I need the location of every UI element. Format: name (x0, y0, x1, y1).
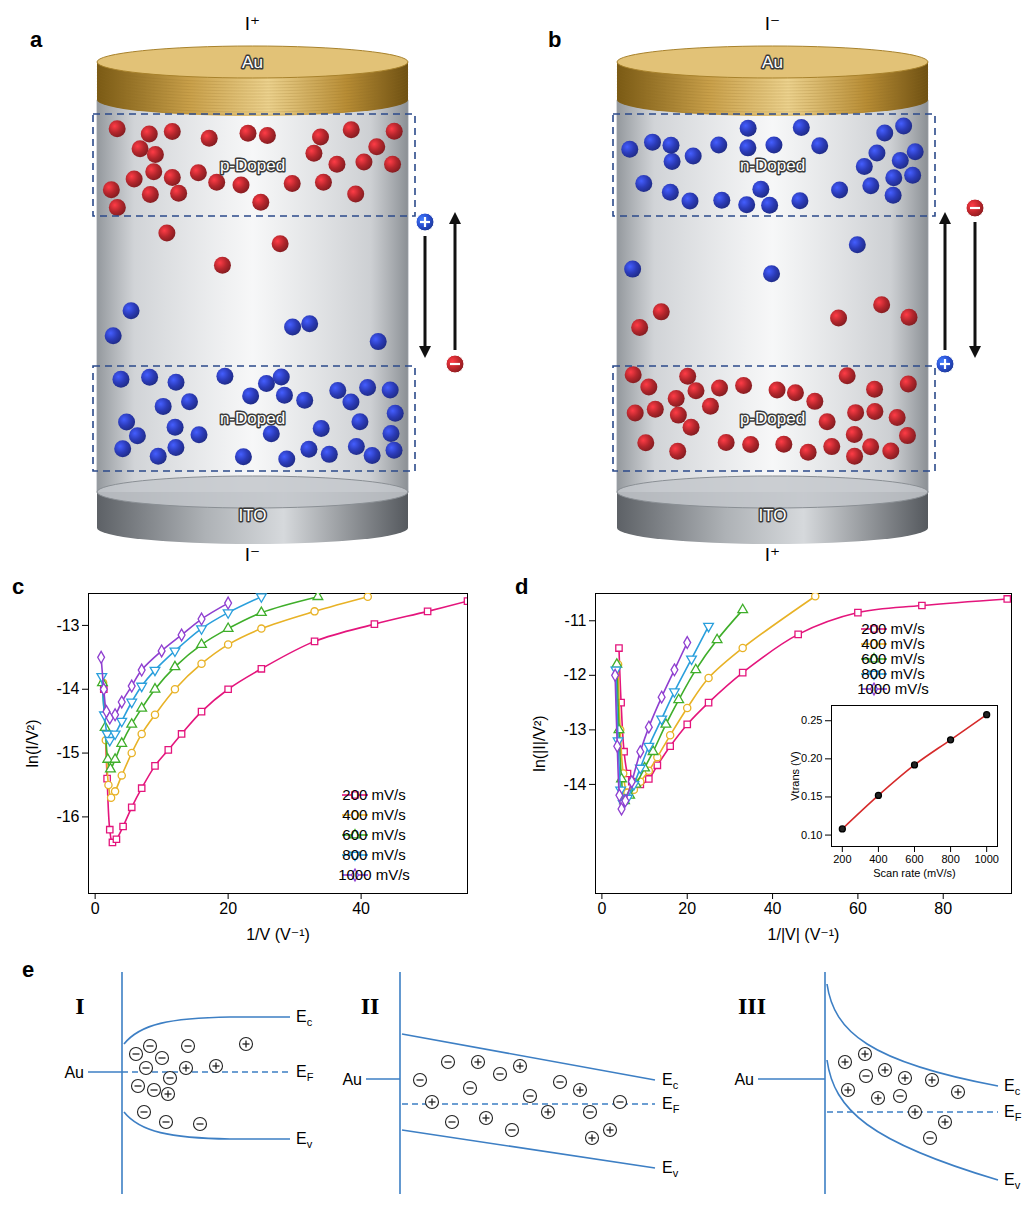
svg-text:I⁻: I⁻ (245, 544, 260, 565)
svg-text:III: III (738, 993, 766, 1019)
svg-text:n-Doped: n-Doped (220, 409, 285, 428)
svg-text:0.25: 0.25 (801, 714, 822, 726)
svg-text:20: 20 (678, 900, 696, 917)
svg-text:ITO: ITO (758, 506, 786, 525)
svg-text:Vtrans (V): Vtrans (V) (789, 751, 801, 801)
svg-text:EF: EF (662, 1095, 680, 1115)
svg-text:Au: Au (762, 53, 783, 72)
svg-text:p-Doped: p-Doped (740, 409, 805, 428)
svg-text:600 mV/s: 600 mV/s (342, 826, 405, 843)
svg-text:1000 mV/s: 1000 mV/s (338, 866, 410, 883)
html-text:c: c (12, 574, 25, 599)
svg-text:0.15: 0.15 (801, 790, 822, 802)
svg-text:I: I (75, 993, 84, 1019)
svg-text:40: 40 (352, 900, 370, 917)
svg-text:II: II (361, 993, 380, 1019)
svg-text:20: 20 (219, 900, 237, 917)
svg-text:Au: Au (734, 1071, 754, 1088)
svg-text:p-Doped: p-Doped (220, 156, 285, 175)
svg-text:-15: -15 (56, 744, 79, 761)
svg-text:-14: -14 (563, 776, 586, 793)
svg-text:ln(|I|/V²): ln(|I|/V²) (531, 715, 548, 771)
svg-text:Ec: Ec (662, 1071, 679, 1091)
svg-text:I⁺: I⁺ (765, 544, 780, 565)
svg-text:800 mV/s: 800 mV/s (342, 846, 405, 863)
svg-text:0: 0 (597, 900, 606, 917)
svg-text:200 mV/s: 200 mV/s (861, 620, 925, 638)
svg-text:40: 40 (764, 900, 782, 917)
svg-text:ITO: ITO (238, 506, 266, 525)
svg-text:n-Doped: n-Doped (740, 156, 805, 175)
svg-text:0.10: 0.10 (801, 829, 822, 841)
svg-text:-16: -16 (56, 808, 79, 825)
svg-text:Au: Au (242, 53, 263, 72)
svg-text:400 mV/s: 400 mV/s (861, 635, 925, 653)
svg-text:0.20: 0.20 (801, 752, 822, 764)
svg-text:Au: Au (64, 1064, 84, 1081)
svg-text:Ec: Ec (1004, 1077, 1021, 1097)
html-text:e: e (22, 957, 35, 982)
svg-text:0: 0 (91, 900, 100, 917)
svg-text:200: 200 (833, 853, 851, 865)
svg-text:Ec: Ec (296, 1008, 313, 1028)
svg-text:1/V (V⁻¹): 1/V (V⁻¹) (246, 926, 310, 943)
svg-text:I⁺: I⁺ (245, 13, 260, 34)
html-text:a: a (30, 27, 43, 52)
svg-text:800 mV/s: 800 mV/s (861, 665, 925, 683)
svg-text:80: 80 (934, 900, 952, 917)
svg-text:1/|V| (V⁻¹): 1/|V| (V⁻¹) (768, 926, 840, 943)
svg-text:1000 mV/s: 1000 mV/s (857, 680, 929, 697)
html-text:d: d (515, 574, 529, 599)
svg-text:EF: EF (1004, 1103, 1022, 1123)
html-text:b: b (548, 27, 562, 52)
svg-text:ln(I/V²): ln(I/V²) (24, 720, 41, 768)
svg-text:-13: -13 (56, 617, 79, 634)
svg-text:-11: -11 (565, 612, 587, 629)
svg-text:60: 60 (849, 900, 867, 917)
svg-text:-14: -14 (56, 680, 79, 697)
svg-text:Ev: Ev (1004, 1171, 1021, 1191)
svg-text:600 mV/s: 600 mV/s (861, 650, 925, 668)
svg-text:Scan rate (mV/s): Scan rate (mV/s) (873, 867, 956, 879)
svg-text:400 mV/s: 400 mV/s (342, 806, 405, 823)
svg-text:800: 800 (941, 853, 959, 865)
svg-text:EF: EF (296, 1063, 314, 1083)
svg-text:400: 400 (869, 853, 887, 865)
svg-text:Ev: Ev (662, 1159, 679, 1179)
svg-text:600: 600 (905, 853, 923, 865)
svg-text:200 mV/s: 200 mV/s (342, 786, 405, 803)
svg-text:I⁻: I⁻ (765, 13, 780, 34)
svg-text:-13: -13 (563, 721, 586, 738)
svg-text:1000: 1000 (974, 853, 998, 865)
svg-text:-12: -12 (563, 666, 586, 683)
svg-text:Au: Au (342, 1071, 362, 1088)
svg-text:Ev: Ev (296, 1130, 313, 1150)
